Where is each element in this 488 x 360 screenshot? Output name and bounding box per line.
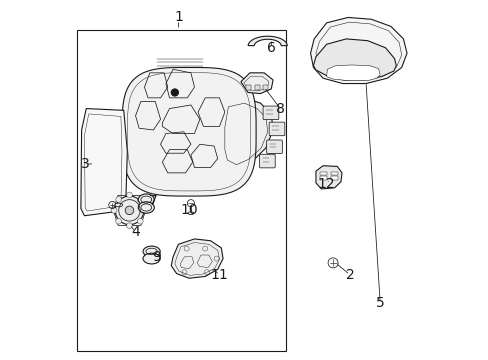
Polygon shape <box>221 98 272 169</box>
Circle shape <box>111 207 117 213</box>
FancyBboxPatch shape <box>268 122 285 136</box>
Bar <box>245 85 250 90</box>
FancyBboxPatch shape <box>263 106 278 120</box>
Circle shape <box>126 223 132 229</box>
Text: 5: 5 <box>375 296 384 310</box>
Text: 6: 6 <box>266 41 275 55</box>
Polygon shape <box>319 172 326 175</box>
Circle shape <box>137 197 143 202</box>
Polygon shape <box>122 67 256 196</box>
Ellipse shape <box>138 194 154 205</box>
Bar <box>262 85 267 90</box>
Circle shape <box>142 207 147 213</box>
Text: 7: 7 <box>149 194 158 208</box>
Circle shape <box>116 219 121 224</box>
Text: 2: 2 <box>345 268 353 282</box>
Polygon shape <box>247 36 287 46</box>
Circle shape <box>125 206 134 215</box>
Ellipse shape <box>143 246 160 257</box>
Text: 11: 11 <box>210 268 228 282</box>
Text: 12: 12 <box>317 176 335 190</box>
Polygon shape <box>171 239 223 278</box>
Circle shape <box>171 89 178 96</box>
Bar <box>77 30 285 351</box>
Circle shape <box>115 196 143 225</box>
Polygon shape <box>241 73 272 94</box>
Circle shape <box>126 192 132 198</box>
Circle shape <box>116 197 121 202</box>
Polygon shape <box>310 18 406 84</box>
Text: 9: 9 <box>152 250 161 264</box>
Polygon shape <box>326 65 380 81</box>
Polygon shape <box>81 109 127 216</box>
Polygon shape <box>313 39 395 80</box>
Text: 8: 8 <box>275 102 284 116</box>
Polygon shape <box>330 176 338 180</box>
Bar <box>254 85 259 90</box>
Polygon shape <box>319 176 326 180</box>
Ellipse shape <box>188 212 193 215</box>
Ellipse shape <box>143 253 160 264</box>
Text: 10: 10 <box>180 203 198 217</box>
Text: 4: 4 <box>131 225 140 239</box>
Circle shape <box>137 219 143 224</box>
FancyBboxPatch shape <box>266 140 282 154</box>
Ellipse shape <box>115 203 122 207</box>
Text: 1: 1 <box>174 10 183 24</box>
Polygon shape <box>315 166 341 189</box>
Text: 3: 3 <box>81 157 90 171</box>
FancyBboxPatch shape <box>259 154 275 168</box>
Ellipse shape <box>138 202 154 213</box>
Polygon shape <box>330 172 338 175</box>
